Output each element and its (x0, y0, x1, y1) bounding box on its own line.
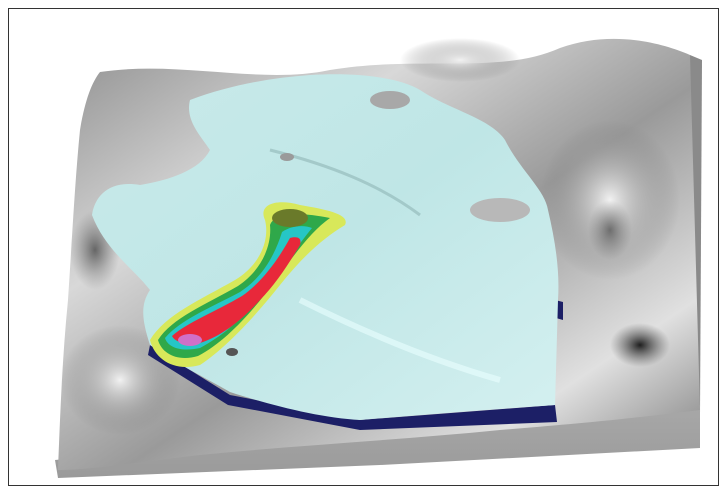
terrain-pit (588, 200, 632, 260)
island (280, 153, 294, 161)
island (370, 91, 410, 109)
terrain-visualization (0, 0, 727, 494)
terrain-pit (610, 323, 670, 367)
island (470, 198, 530, 222)
terrain-hill (400, 38, 520, 82)
page (0, 0, 727, 494)
plume-layer (272, 209, 308, 227)
plume-core (178, 334, 202, 346)
plume-spot (226, 348, 238, 356)
